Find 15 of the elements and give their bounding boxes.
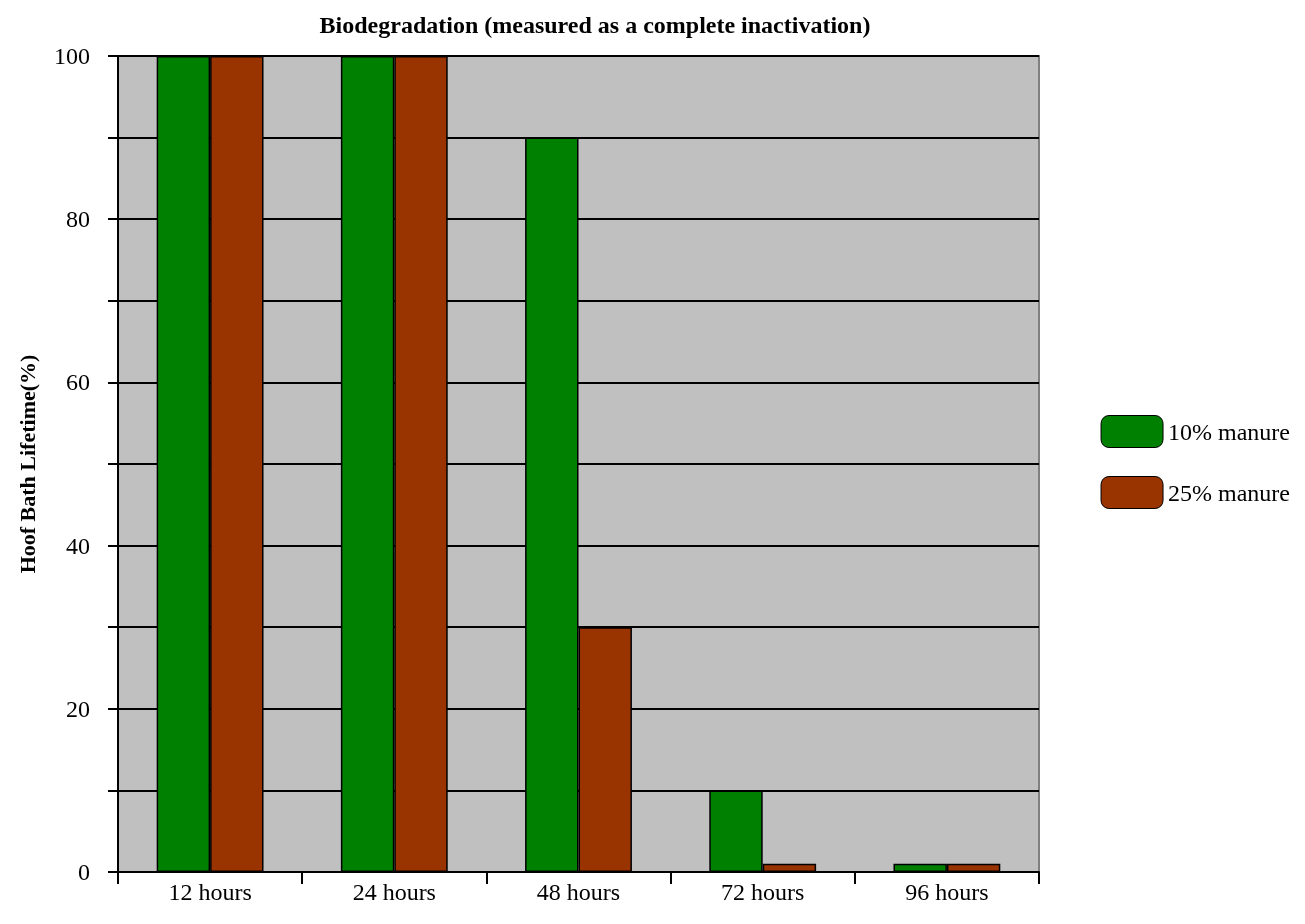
chart-title: Biodegradation (measured as a complete inactivation) <box>319 12 871 38</box>
y-tick-label: 60 <box>66 369 90 396</box>
x-tick-label: 12 hours <box>168 879 252 905</box>
y-tick-label: 100 <box>54 43 90 69</box>
x-tick-label: 72 hours <box>721 879 805 905</box>
x-tick-label: 48 hours <box>536 879 621 905</box>
y-tick-label: 0 <box>78 859 90 885</box>
legend-label: 10% manure <box>1168 418 1291 445</box>
legend-label: 25% manure <box>1168 479 1291 506</box>
y-tick-label: 20 <box>66 695 90 722</box>
y-tick-label: 80 <box>66 206 90 233</box>
x-tick-label: 24 hours <box>352 879 436 905</box>
x-tick-label: 96 hours <box>905 879 989 905</box>
y-axis-title: Hoof Bath Lifetime(%) <box>14 354 40 574</box>
y-tick-label: 40 <box>66 532 90 559</box>
